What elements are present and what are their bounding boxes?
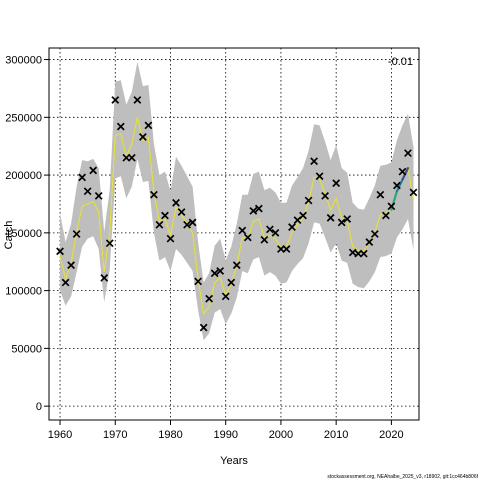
y-tick-label-300000: 300000: [5, 55, 42, 67]
observed-point-2004: [299, 211, 307, 220]
observed-point-2016: [365, 238, 374, 246]
observed-point-1963: [72, 230, 81, 238]
observed-point-2009: [326, 213, 335, 222]
observed-point-1983: [183, 220, 191, 229]
observed-point-1965: [83, 187, 92, 196]
observed-point-1976: [144, 121, 153, 130]
observed-point-2018: [376, 190, 385, 199]
observed-point-1992: [232, 261, 241, 270]
observed-point-2005: [304, 196, 313, 205]
observed-point-1990: [221, 292, 230, 301]
recent-segment-1: [395, 178, 404, 193]
observed-point-2019: [381, 211, 390, 220]
y-axis-title: Catch: [3, 221, 15, 250]
observed-point-2002: [288, 223, 296, 231]
x-tick-label-1980: 1980: [158, 429, 182, 441]
observed-point-1961: [61, 278, 70, 287]
source-note: stockassessment.org, NEAhalbe_2025_v3, r…: [327, 474, 478, 480]
observed-point-1981: [172, 198, 180, 207]
y-tick-label-0: 0: [36, 401, 42, 413]
observed-point-2022: [398, 167, 407, 176]
x-tick-label-2010: 2010: [324, 429, 348, 441]
observed-point-1994: [243, 233, 252, 242]
observed-point-1993: [238, 226, 247, 235]
observed-point-2006: [310, 157, 318, 166]
observed-point-1968: [100, 273, 109, 282]
x-tick-label-1970: 1970: [103, 429, 127, 441]
y-tick-label-250000: 250000: [5, 112, 42, 124]
observed-point-2023: [404, 149, 412, 158]
observed-point-2021: [393, 181, 401, 190]
observed-point-1982: [177, 208, 186, 216]
observed-point-1960: [56, 247, 64, 256]
y-tick-label-200000: 200000: [5, 170, 42, 182]
observed-point-1969: [105, 239, 114, 248]
observed-point-2013: [348, 248, 357, 257]
observed-point-1975: [138, 133, 147, 141]
observed-point-2017: [370, 230, 379, 238]
observed-point-1987: [205, 294, 214, 303]
observed-point-2012: [343, 215, 352, 223]
observed-point-2008: [321, 191, 330, 200]
observed-point-1986: [199, 323, 208, 332]
observed-point-1999: [271, 228, 280, 237]
observed-points: [56, 96, 418, 332]
observed-point-2010: [332, 179, 341, 188]
observed-point-1998: [265, 225, 274, 234]
observed-point-1996: [254, 204, 263, 213]
observed-point-1971: [116, 122, 125, 131]
confidence-band: [60, 61, 414, 341]
y-tick-label-150000: 150000: [5, 228, 42, 240]
observed-point-1984: [188, 218, 197, 227]
observed-point-2015: [359, 249, 368, 258]
observed-point-2007: [315, 172, 324, 181]
observed-point-1973: [127, 153, 136, 162]
y-tick-label-50000: 50000: [11, 343, 42, 355]
x-axis-title: Years: [220, 455, 248, 467]
x-tick-label-1960: 1960: [48, 429, 72, 441]
y-tick-label-100000: 100000: [5, 286, 42, 298]
observed-point-1966: [89, 166, 98, 175]
observed-point-1997: [260, 235, 269, 244]
y-axis: 0 50000 100000 150000 200000 250000 300000: [5, 55, 49, 413]
observed-point-1980: [166, 234, 175, 243]
chart-annotation: -0.01: [388, 56, 413, 68]
observed-point-1991: [227, 278, 236, 287]
observed-point-1962: [67, 261, 75, 270]
x-tick-label-1990: 1990: [213, 429, 237, 441]
x-axis: 1960 1970 1980 1990 2000 2010 2020: [48, 420, 404, 441]
observed-point-1964: [78, 173, 87, 182]
observed-point-2020: [387, 202, 396, 211]
observed-point-1979: [161, 211, 169, 220]
observed-point-2011: [337, 218, 346, 227]
observed-point-1988: [210, 269, 219, 278]
observed-point-1978: [155, 220, 164, 229]
observed-point-1974: [133, 96, 142, 104]
observed-point-2024: [409, 188, 418, 197]
observed-point-2001: [282, 245, 291, 253]
observed-point-1989: [216, 267, 225, 275]
observed-point-1967: [94, 191, 103, 200]
x-tick-label-2000: 2000: [269, 429, 293, 441]
observed-point-1970: [111, 96, 120, 104]
observed-point-1977: [150, 190, 158, 199]
observed-point-1985: [194, 277, 203, 286]
observed-point-1995: [249, 206, 258, 215]
plot-frame: [48, 47, 420, 421]
x-tick-label-2020: 2020: [379, 429, 403, 441]
